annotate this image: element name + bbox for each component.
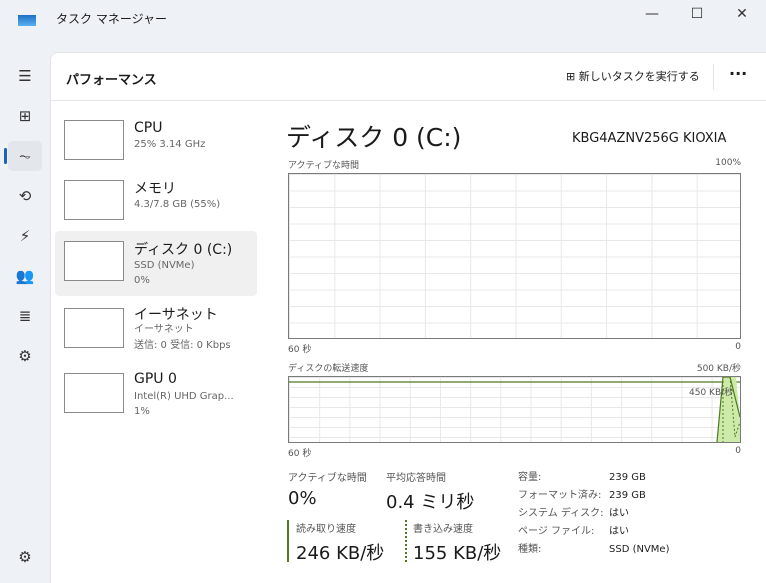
device-sub: 25% 3.14 GHz	[134, 139, 206, 150]
active-time-graph	[288, 173, 741, 339]
read-speed-value: 246 KB/秒	[296, 543, 385, 564]
read-line	[716, 377, 740, 442]
users-icon[interactable]: 👥	[15, 267, 35, 285]
prop-value: はい	[609, 508, 629, 519]
device-name: ディスク 0 (C:)	[134, 242, 233, 258]
graph1-xright: 0	[735, 342, 741, 352]
disk-thumbnail	[64, 241, 124, 281]
details-icon[interactable]: ≣	[18, 307, 32, 325]
prop-value: 239 GB	[609, 490, 646, 501]
device-gpu-0[interactable]: GPU 0 Intel(R) UHD Grap... 1%	[55, 366, 257, 426]
prop-value: 239 GB	[609, 472, 646, 483]
device-sub2: 0%	[134, 275, 150, 286]
prop-value: はい	[609, 526, 629, 537]
device-name: メモリ	[134, 181, 176, 197]
app-icon	[18, 15, 36, 26]
write-legend-bar	[405, 520, 407, 562]
prop-label: システム ディスク:	[518, 508, 604, 519]
header-divider	[713, 64, 714, 90]
response-time-value: 0.4 ミリ秒	[386, 492, 475, 513]
cpu-thumbnail	[64, 120, 124, 160]
gpu-thumbnail	[64, 373, 124, 413]
response-time-label: 平均応答時間	[386, 473, 446, 484]
transfer-rate-graph: 450 KB/秒	[288, 376, 741, 443]
device-sub: 4.3/7.8 GB (55%)	[134, 199, 221, 210]
graph2-mark: 450 KB/秒	[689, 388, 734, 398]
device-sub: イーサネット	[134, 324, 194, 335]
disk-properties: 容量: 239 GB フォーマット済み: 239 GB システム ディスク: はい ペ…	[518, 469, 669, 559]
device-sub2: 1%	[134, 406, 150, 417]
graph2-xright: 0	[735, 446, 741, 456]
graph1-xleft: 60 秒	[288, 345, 312, 355]
new-task-button[interactable]: ⊞ 新しいタスクを実行する	[566, 68, 700, 84]
ethernet-thumbnail	[64, 308, 124, 348]
prop-label: 種類:	[518, 544, 542, 555]
history-icon[interactable]: ⟲	[18, 187, 32, 205]
settings-icon[interactable]: ⚙	[18, 548, 32, 566]
close-button[interactable]: ✕	[736, 6, 748, 22]
write-speed-value: 155 KB/秒	[413, 543, 502, 564]
device-disk-0[interactable]: ディスク 0 (C:) SSD (NVMe) 0%	[55, 231, 257, 296]
device-sub: Intel(R) UHD Grap...	[134, 391, 234, 402]
minimize-button[interactable]: —	[645, 6, 659, 22]
prop-value: SSD (NVMe)	[609, 544, 670, 555]
new-task-icon: ⊞	[566, 70, 579, 83]
page-title: パフォーマンス	[66, 73, 157, 88]
window-title: タスク マネージャー	[56, 12, 167, 26]
disk-model: KBG4AZNV256G KIOXIA	[572, 131, 727, 146]
device-name: GPU 0	[134, 371, 177, 387]
transfer-rate-plot	[289, 377, 740, 442]
services-icon[interactable]: ⚙	[18, 347, 32, 365]
memory-thumbnail	[64, 180, 124, 220]
device-ethernet[interactable]: イーサネット イーサネット 送信: 0 受信: 0 Kbps	[55, 300, 257, 362]
disk-title: ディスク 0 (C:)	[286, 123, 462, 152]
write-line-2	[729, 377, 740, 438]
write-speed-label: 書き込み速度	[413, 524, 473, 535]
device-memory[interactable]: メモリ 4.3/7.8 GB (55%)	[55, 172, 257, 230]
performance-icon[interactable]: ⏦	[8, 141, 42, 171]
maximize-button[interactable]: ☐	[690, 6, 704, 22]
more-button[interactable]: ···	[729, 64, 748, 83]
prop-label: フォーマット済み:	[518, 490, 602, 501]
graph2-label: ディスクの転送速度	[288, 364, 369, 374]
active-time-label: アクティブな時間	[288, 473, 367, 484]
startup-icon[interactable]: ⚡	[19, 227, 31, 245]
graph1-label: アクティブな時間	[288, 161, 360, 171]
device-name: CPU	[134, 120, 163, 136]
device-sub2: 送信: 0 受信: 0 Kbps	[134, 340, 231, 351]
prop-label: ページ ファイル:	[518, 526, 595, 537]
read-legend-bar	[287, 520, 289, 562]
graph1-max: 100%	[715, 158, 741, 168]
graph2-max: 500 KB/秒	[696, 364, 741, 374]
active-time-value: 0%	[288, 488, 317, 509]
device-cpu[interactable]: CPU 25% 3.14 GHz	[55, 113, 257, 171]
new-task-label: 新しいタスクを実行する	[578, 70, 700, 83]
selection-indicator	[4, 148, 7, 164]
header-divider-line	[51, 100, 766, 101]
device-sub: SSD (NVMe)	[134, 260, 195, 271]
hamburger-icon[interactable]: ☰	[18, 67, 32, 85]
processes-icon[interactable]: ⊞	[18, 107, 32, 125]
read-speed-label: 読み取り速度	[296, 524, 356, 535]
device-name: イーサネット	[134, 307, 218, 323]
graph2-xleft: 60 秒	[288, 449, 312, 459]
prop-label: 容量:	[518, 472, 542, 483]
